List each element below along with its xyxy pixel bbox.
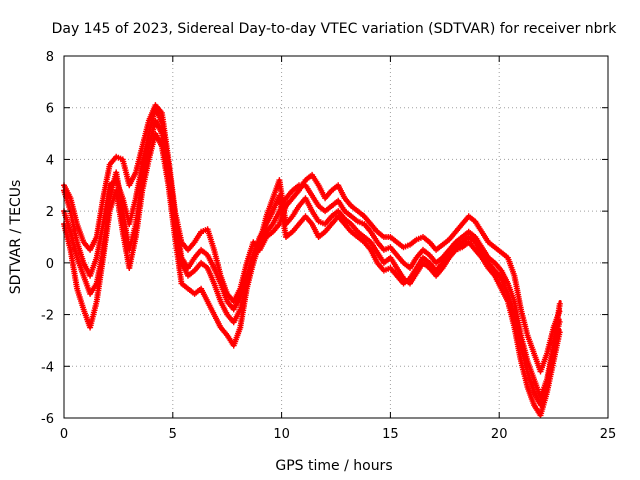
x-tick-label: 15: [382, 427, 399, 442]
x-tick-label: 25: [600, 427, 617, 442]
tick-layer: 0 5 10 15 20 25 -6 -4 -2 0 2 4 6 8: [41, 50, 616, 442]
y-tick-label: -6: [41, 412, 54, 427]
y-tick-label: 2: [46, 205, 54, 220]
x-tick-label: 5: [169, 427, 177, 442]
y-axis-label: SDTVAR / TECUs: [8, 180, 24, 295]
y-tick-label: 6: [46, 102, 54, 117]
y-tick-label: 0: [46, 257, 54, 272]
y-tick-label: 8: [46, 50, 54, 65]
x-tick-label: 0: [60, 427, 68, 442]
series-layer: [61, 102, 563, 419]
plot-frame: [63, 55, 609, 419]
y-tick-label: -4: [41, 360, 54, 375]
y-tick-label: 4: [46, 153, 54, 168]
chart-title: Day 145 of 2023, Sidereal Day-to-day VTE…: [52, 21, 618, 37]
x-axis-label: GPS time / hours: [275, 458, 392, 474]
y-tick-label: -2: [41, 309, 54, 324]
x-tick-label: 10: [273, 427, 290, 442]
x-tick-label: 20: [491, 427, 508, 442]
